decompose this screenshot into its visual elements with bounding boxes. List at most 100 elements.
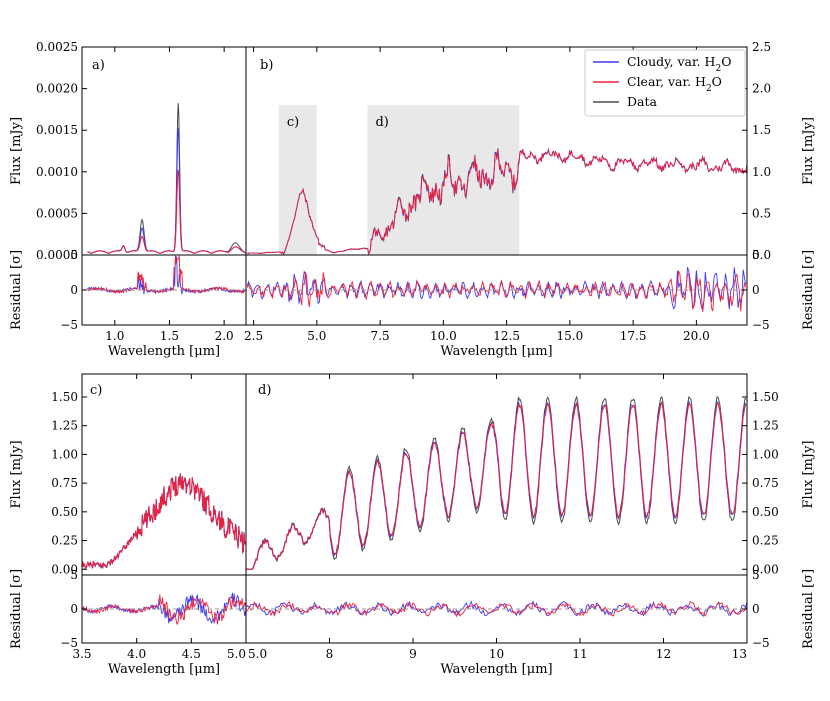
xtick-label-top-right: 5.0 bbox=[307, 329, 326, 343]
ytick-label-top-left: 0.0020 bbox=[36, 82, 78, 96]
text-layer: c) d)0.00000.00050.00100.00150.00200.0025… bbox=[9, 40, 816, 677]
panel-tag-b: b) bbox=[260, 58, 273, 73]
xtick-label-bottom-left: 4.5 bbox=[182, 647, 201, 661]
ytick-label-bottom-res-right: 5 bbox=[752, 568, 760, 582]
ytick-label-bottom-left: 1.50 bbox=[51, 390, 78, 404]
series-data-top-left bbox=[87, 103, 247, 254]
legend-label-sub: 2 bbox=[715, 64, 721, 74]
residual-cloudy-top-left bbox=[87, 255, 246, 295]
residual-clear-bottom-right bbox=[245, 600, 748, 618]
ytick-label-bottom-left: 1.25 bbox=[51, 419, 78, 433]
ylabel-bottom-res-right: Residual [σ] bbox=[801, 569, 816, 649]
ytick-label-bottom-res-right: 0 bbox=[752, 602, 760, 616]
series-layer bbox=[81, 103, 748, 626]
legend-label-sub: 2 bbox=[706, 84, 712, 94]
ytick-label-top-left: 0.0000 bbox=[36, 248, 78, 262]
ytick-label-bottom-right: 0.50 bbox=[752, 505, 779, 519]
legend-label-data: Data bbox=[627, 94, 657, 109]
xtick-label-bottom-right: 11 bbox=[572, 647, 587, 661]
legend-box bbox=[584, 49, 746, 117]
xlabel-top-right: Wavelength [μm] bbox=[440, 344, 552, 359]
residual-clear-bottom-left bbox=[81, 594, 247, 626]
xtick-label-top-left: 1.0 bbox=[105, 329, 124, 343]
panel-tag-a: a) bbox=[92, 58, 105, 73]
xtick-label-bottom-right: 13 bbox=[732, 647, 747, 661]
ylabel-top-left: Flux [mJy] bbox=[9, 117, 24, 185]
ylabel-bottom-res-left: Residual [σ] bbox=[9, 569, 24, 649]
ytick-label-top-res-left: 5 bbox=[70, 248, 78, 262]
xtick-label-top-right: 2.5 bbox=[244, 329, 263, 343]
legend-label-clear: Clear, var. H2O bbox=[627, 74, 722, 94]
legend-label-cloudy: Cloudy, var. H2O bbox=[627, 54, 731, 74]
xtick-label-top-left: 1.5 bbox=[160, 329, 179, 343]
highlight-tag-1: d) bbox=[375, 115, 388, 130]
xtick-label-top-right: 20.0 bbox=[683, 329, 710, 343]
ytick-label-bottom-left: 0.25 bbox=[51, 534, 78, 548]
legend-label-suffix: O bbox=[712, 74, 722, 89]
xtick-label-bottom-right: 10 bbox=[489, 647, 504, 661]
ytick-label-bottom-left: 0.00 bbox=[51, 562, 78, 576]
ytick-label-top-right: 0.5 bbox=[752, 206, 771, 220]
highlight-region-0 bbox=[278, 105, 317, 256]
ytick-label-top-left: 0.0015 bbox=[36, 123, 78, 137]
highlight-region-1 bbox=[367, 105, 520, 256]
xtick-label-bottom-right: 12 bbox=[656, 647, 671, 661]
ytick-label-bottom-right: 0.75 bbox=[752, 476, 779, 490]
ytick-label-top-res-right: 0 bbox=[752, 283, 760, 297]
ytick-label-top-res-right: −5 bbox=[752, 318, 770, 332]
xtick-label-top-right: 10.0 bbox=[430, 329, 457, 343]
ytick-label-top-right: 2.0 bbox=[752, 82, 771, 96]
ytick-label-bottom-res-left: 5 bbox=[70, 568, 78, 582]
ytick-label-bottom-right: 0.25 bbox=[752, 534, 779, 548]
ytick-label-top-res-right: 5 bbox=[752, 248, 760, 262]
xtick-label-top-right: 12.5 bbox=[493, 329, 520, 343]
xtick-label-bottom-left: 4.0 bbox=[127, 647, 146, 661]
ylabel-bottom-left: Flux [mJy] bbox=[9, 440, 24, 508]
ytick-label-bottom-right: 1.50 bbox=[752, 390, 779, 404]
series-cloudy-top-left bbox=[87, 128, 247, 254]
series-data-bottom-right bbox=[245, 395, 747, 570]
ytick-label-bottom-res-left: 0 bbox=[70, 602, 78, 616]
xlabel-top-left: Wavelength [μm] bbox=[108, 344, 220, 359]
ytick-label-bottom-right: 1.25 bbox=[752, 419, 779, 433]
xlabel-bottom-right: Wavelength [μm] bbox=[440, 662, 552, 677]
ytick-label-top-right: 1.5 bbox=[752, 123, 771, 137]
ytick-label-bottom-res-left: −5 bbox=[60, 636, 78, 650]
xtick-label-bottom-right-start: 5.0 bbox=[248, 647, 267, 661]
ytick-label-bottom-left: 1.00 bbox=[51, 447, 78, 461]
residual-clear-top-right bbox=[246, 269, 747, 313]
ytick-label-top-left: 0.0010 bbox=[36, 165, 78, 179]
axes-layer bbox=[81, 46, 748, 644]
legend-label-suffix: O bbox=[721, 54, 731, 69]
residual-cloudy-bottom-right bbox=[245, 600, 748, 617]
panel-frame-2 bbox=[81, 373, 748, 576]
ylabel-top-right: Flux [mJy] bbox=[801, 117, 816, 185]
series-clear-bottom-right bbox=[245, 401, 747, 570]
series-clear-top-right bbox=[247, 148, 748, 255]
series-clear-bottom-left bbox=[81, 473, 246, 570]
ytick-label-top-right: 2.5 bbox=[752, 40, 771, 54]
ytick-label-top-right: 0.0 bbox=[752, 248, 771, 262]
highlight-tag-0: c) bbox=[287, 115, 299, 130]
ytick-label-top-right: 1.0 bbox=[752, 165, 771, 179]
xtick-label-top-right: 15.0 bbox=[557, 329, 584, 343]
panel-tag-c: c) bbox=[90, 383, 102, 398]
ylabel-bottom-right: Flux [mJy] bbox=[801, 440, 816, 508]
ylabel-top-res-left: Residual [σ] bbox=[9, 250, 24, 330]
xtick-label-top-left: 2.0 bbox=[215, 329, 234, 343]
residual-cloudy-bottom-left bbox=[81, 592, 247, 625]
legend-label-main: Cloudy, var. H bbox=[627, 54, 716, 69]
ylabel-top-res-right: Residual [σ] bbox=[801, 250, 816, 330]
ytick-label-top-left: 0.0005 bbox=[36, 206, 78, 220]
legend-label-main: Data bbox=[627, 94, 657, 109]
legend-label-main: Clear, var. H bbox=[627, 74, 706, 89]
xtick-label-bottom-right: 8 bbox=[326, 647, 334, 661]
series-clear-top-left bbox=[87, 169, 247, 254]
ytick-label-bottom-res-right: −5 bbox=[752, 636, 770, 650]
xtick-label-top-right: 7.5 bbox=[371, 329, 390, 343]
panel-tag-d: d) bbox=[258, 383, 271, 398]
xtick-label-bottom-right: 9 bbox=[409, 647, 417, 661]
ytick-label-top-left: 0.0025 bbox=[36, 40, 78, 54]
ytick-label-top-res-left: 0 bbox=[70, 283, 78, 297]
